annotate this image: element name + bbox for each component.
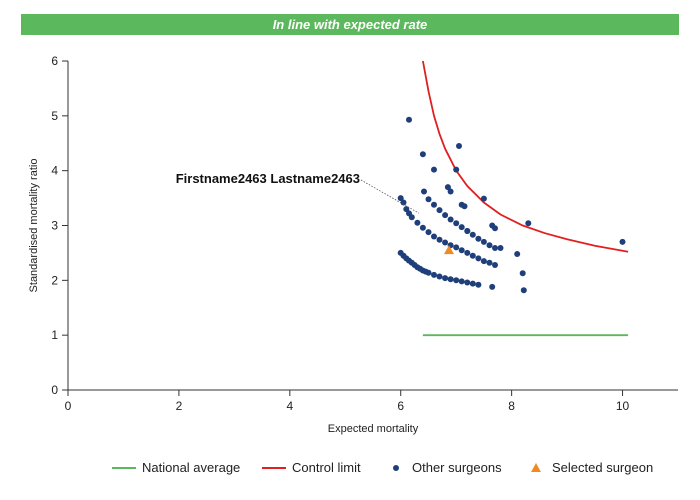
other-surgeon-point bbox=[447, 216, 454, 223]
other-surgeon-point bbox=[453, 277, 460, 284]
annotation: Firstname2463 Lastname2463 bbox=[176, 171, 420, 214]
x-axis-title: Expected mortality bbox=[328, 423, 419, 435]
other-surgeon-point bbox=[525, 220, 532, 227]
other-surgeon-point bbox=[456, 143, 462, 149]
other-surgeon-point bbox=[436, 273, 443, 280]
other-surgeon-point bbox=[492, 245, 498, 251]
other-surgeon-point bbox=[431, 166, 437, 173]
other-surgeon-point bbox=[436, 236, 443, 243]
other-surgeon-point bbox=[453, 220, 460, 227]
other-surgeon-point bbox=[442, 275, 449, 282]
other-surgeon-point bbox=[419, 224, 426, 231]
other-surgeon-point bbox=[444, 184, 451, 191]
other-surgeon-point bbox=[519, 270, 526, 277]
other-surgeon-point bbox=[397, 195, 404, 202]
other-surgeon-point bbox=[480, 258, 487, 265]
legend-label: National average bbox=[142, 460, 240, 475]
other-surgeon-point bbox=[514, 251, 521, 257]
y-tick-label: 0 bbox=[51, 383, 58, 397]
other-surgeon-point bbox=[464, 279, 471, 286]
other-surgeon-point bbox=[458, 278, 465, 285]
y-axis-title: Standardised mortality ratio bbox=[28, 159, 40, 293]
legend-item-selected-surgeon: Selected surgeon bbox=[531, 460, 653, 475]
x-tick-label: 4 bbox=[286, 399, 293, 413]
x-tick-label: 10 bbox=[616, 399, 630, 413]
y-ticks: 0 1 2 3 4 5 6 bbox=[51, 54, 68, 397]
other-surgeon-point bbox=[475, 281, 482, 288]
y-tick-label: 1 bbox=[51, 328, 58, 342]
legend-label: Selected surgeon bbox=[552, 460, 653, 475]
other-surgeon-point bbox=[464, 228, 471, 234]
other-surgeon-point bbox=[447, 276, 454, 283]
other-surgeon-point bbox=[453, 244, 460, 251]
other-surgeon-point bbox=[425, 196, 432, 203]
annotation-leader-line bbox=[360, 179, 420, 214]
y-tick-label: 5 bbox=[51, 109, 58, 123]
x-tick-label: 0 bbox=[65, 399, 72, 413]
other-surgeon-point bbox=[414, 219, 421, 226]
other-surgeon-point bbox=[442, 239, 449, 246]
other-surgeon-point bbox=[458, 224, 465, 231]
other-surgeon-point bbox=[461, 203, 468, 210]
other-surgeon-point bbox=[480, 195, 487, 202]
other-surgeon-point bbox=[431, 271, 437, 278]
other-surgeon-point bbox=[425, 269, 432, 276]
other-surgeon-point bbox=[492, 262, 498, 268]
legend-item-national-average: National average bbox=[112, 460, 240, 475]
other-surgeon-point bbox=[489, 283, 496, 290]
other-surgeon-point bbox=[497, 245, 504, 251]
other-surgeon-point bbox=[469, 280, 476, 287]
chart-banner: In line with expected rate bbox=[21, 14, 679, 35]
legend-label: Other surgeons bbox=[412, 460, 502, 475]
other-surgeon-point bbox=[458, 247, 465, 254]
other-surgeon-point bbox=[421, 188, 427, 195]
legend-item-control-limit: Control limit bbox=[262, 460, 361, 475]
other-surgeon-point bbox=[475, 255, 482, 262]
series-points bbox=[397, 116, 626, 294]
legend-swatch bbox=[531, 463, 541, 472]
selected-surgeon-point bbox=[443, 245, 454, 255]
other-surgeon-point bbox=[486, 242, 493, 249]
y-tick-label: 4 bbox=[51, 164, 58, 178]
other-surgeon-point bbox=[431, 233, 437, 240]
other-surgeon-point bbox=[492, 225, 498, 232]
y-tick-label: 3 bbox=[51, 219, 58, 233]
other-surgeon-point bbox=[406, 116, 412, 123]
other-surgeon-point bbox=[431, 201, 437, 208]
other-surgeon-point bbox=[408, 214, 415, 221]
other-surgeon-point bbox=[436, 207, 443, 214]
other-surgeon-point bbox=[520, 287, 527, 294]
x-ticks: 0 2 4 6 8 10 bbox=[65, 390, 630, 413]
other-surgeon-point bbox=[419, 151, 426, 158]
other-surgeon-point bbox=[469, 252, 476, 259]
other-surgeon-point bbox=[486, 259, 493, 266]
legend-label: Control limit bbox=[292, 460, 361, 475]
other-surgeon-point bbox=[464, 249, 471, 256]
legend: National average Control limit Other surge… bbox=[112, 460, 653, 475]
other-surgeon-point bbox=[447, 188, 454, 195]
other-surgeon-point bbox=[480, 238, 487, 245]
other-surgeon-point bbox=[453, 166, 460, 173]
other-surgeon-point bbox=[425, 229, 432, 236]
legend-item-other-surgeons: Other surgeons bbox=[393, 460, 502, 475]
legend-swatch bbox=[393, 465, 399, 471]
annotation-label: Firstname2463 Lastname2463 bbox=[176, 171, 360, 186]
other-surgeon-point bbox=[403, 206, 410, 213]
other-surgeon-point bbox=[400, 199, 407, 206]
x-tick-label: 6 bbox=[397, 399, 404, 413]
y-tick-label: 6 bbox=[51, 54, 58, 68]
control-limit-line bbox=[422, 60, 629, 253]
axes bbox=[67, 61, 678, 391]
y-tick-label: 2 bbox=[51, 273, 58, 287]
series-lines bbox=[422, 60, 629, 337]
other-surgeon-point bbox=[469, 231, 476, 238]
other-surgeon-point bbox=[475, 235, 482, 242]
x-tick-label: 2 bbox=[176, 399, 183, 413]
x-tick-label: 8 bbox=[508, 399, 515, 413]
other-surgeon-point bbox=[442, 212, 449, 219]
other-surgeon-point bbox=[619, 238, 626, 245]
